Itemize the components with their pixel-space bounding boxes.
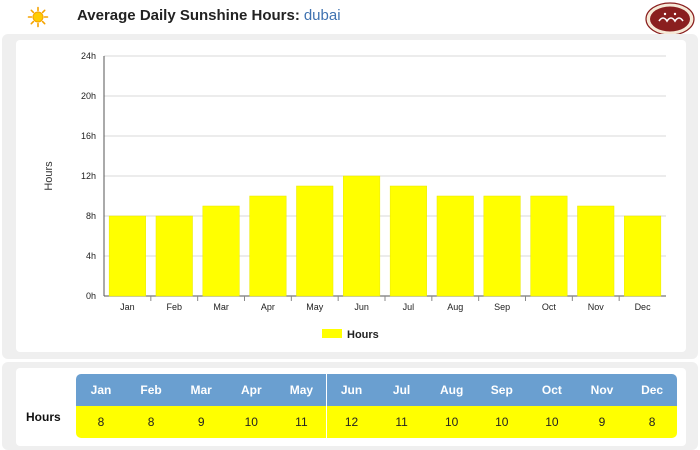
x-tick-label: Nov	[588, 302, 605, 312]
bar-mar	[202, 205, 240, 297]
chart-panel: 0h 4h 8h 12h 16h 20h 24h Hours Jan Feb Mar Apr May Ju…	[2, 34, 698, 359]
city-name: dubai	[303, 7, 341, 24]
sunshine-bar-chart: 0h 4h 8h 12h 16h 20h 24h Hours Jan Feb Mar Apr May Ju…	[43, 51, 666, 341]
table-header-may: May	[276, 374, 327, 406]
y-tick-label: 0h	[86, 291, 96, 301]
brand-logo	[645, 2, 695, 36]
table-header-apr: Apr	[226, 374, 277, 406]
table-header-jun: Jun	[326, 374, 377, 406]
x-tick-label: Apr	[261, 302, 275, 312]
bar-sep	[483, 195, 521, 297]
table-row-label: Hours	[26, 410, 61, 424]
bar-may	[296, 185, 334, 297]
x-tick-label: May	[306, 302, 324, 312]
page-title: Average Daily Sunshine Hours: dubai	[77, 7, 341, 24]
y-tick-label: 12h	[81, 171, 96, 181]
x-tick-label: Jan	[120, 302, 135, 312]
bar-jan	[108, 215, 146, 297]
table-header-jan: Jan	[76, 374, 126, 406]
table-header-mar: Mar	[176, 374, 227, 406]
table-cell-mar: 9	[176, 406, 227, 438]
hours-table: Hours Jan 8 Feb 8 Mar 9 Apr 10 May 11 Jun 12 Jul 11 Au…	[16, 368, 686, 446]
x-tick-label: Jun	[354, 302, 369, 312]
table-header-nov: Nov	[577, 374, 627, 406]
y-tick-label: 4h	[86, 251, 96, 261]
table-header-dec: Dec	[627, 374, 678, 406]
y-tick-label: 24h	[81, 51, 96, 61]
y-tick-label: 16h	[81, 131, 96, 141]
table-cell-jun: 12	[326, 406, 377, 438]
table-cell-nov: 9	[577, 406, 627, 438]
y-tick-label: 8h	[86, 211, 96, 221]
table-cell-dec: 8	[627, 406, 678, 438]
table-cell-apr: 10	[226, 406, 277, 438]
table-panel: Hours Jan 8 Feb 8 Mar 9 Apr 10 May 11 Jun 12 Jul 11 Au…	[2, 362, 698, 450]
table-cell-sep: 10	[476, 406, 527, 438]
x-tick-label: Sep	[494, 302, 510, 312]
table-cell-oct: 10	[526, 406, 577, 438]
bar-dec	[624, 215, 662, 297]
table-header-oct: Oct	[526, 374, 577, 406]
legend-swatch	[322, 329, 342, 338]
legend-label: Hours	[347, 329, 379, 341]
table-cell-jul: 11	[376, 406, 427, 438]
y-tick-label: 20h	[81, 91, 96, 101]
header: Average Daily Sunshine Hours: dubai	[0, 0, 700, 36]
title-text: Average Daily Sunshine Hours:	[77, 7, 300, 24]
x-tick-label: Mar	[213, 302, 229, 312]
bar-oct	[530, 195, 568, 297]
bar-feb	[155, 215, 193, 297]
x-tick-label: Feb	[166, 302, 182, 312]
x-tick-label: Oct	[542, 302, 557, 312]
table-header-aug: Aug	[426, 374, 477, 406]
x-tick-label: Jul	[403, 302, 415, 312]
x-tick-label: Dec	[635, 302, 652, 312]
bar-jun	[343, 175, 381, 297]
table-cell-may: 11	[276, 406, 327, 438]
chart-card: 0h 4h 8h 12h 16h 20h 24h Hours Jan Feb Mar Apr May Ju…	[16, 40, 686, 352]
bar-nov	[577, 205, 615, 297]
y-axis-label: Hours	[43, 161, 55, 191]
table-cell-jan: 8	[76, 406, 126, 438]
bar-jul	[389, 185, 427, 297]
table-header-sep: Sep	[476, 374, 527, 406]
table-cell-feb: 8	[126, 406, 177, 438]
sun-icon	[27, 6, 49, 28]
table-cell-aug: 10	[426, 406, 477, 438]
table-header-feb: Feb	[126, 374, 177, 406]
bar-aug	[436, 195, 474, 297]
table-header-jul: Jul	[376, 374, 427, 406]
bar-apr	[249, 195, 287, 297]
x-tick-label: Aug	[447, 302, 463, 312]
